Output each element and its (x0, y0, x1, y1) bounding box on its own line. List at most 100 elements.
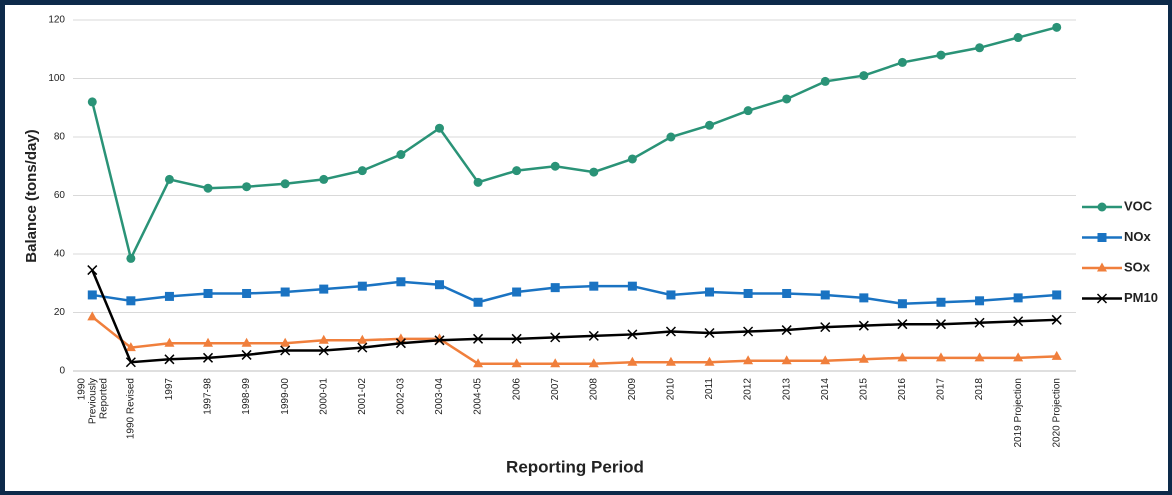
data-point (241, 337, 252, 347)
x-tick-label: 2007 (550, 378, 561, 401)
data-point (975, 296, 985, 306)
data-point (743, 326, 754, 337)
data-point (666, 132, 676, 142)
data-point (859, 293, 869, 303)
data-point (473, 358, 484, 368)
legend-marker (1097, 262, 1107, 272)
x-tick-label: 2008 (588, 378, 599, 401)
data-point (87, 311, 98, 321)
data-point (1013, 316, 1024, 327)
data-point (473, 297, 483, 307)
data-point (87, 290, 97, 300)
x-tick-label: 2012 (743, 378, 754, 401)
data-point (627, 356, 638, 366)
x-tick-label: 1990 Revised (126, 378, 137, 439)
data-point (782, 94, 792, 104)
data-point (164, 337, 175, 347)
y-tick-label: 40 (54, 249, 66, 260)
x-tick-label: 1998-99 (241, 378, 252, 415)
data-point (550, 283, 560, 293)
data-point (280, 287, 290, 297)
data-point (164, 291, 174, 301)
data-point (1051, 314, 1062, 325)
data-point (396, 150, 406, 160)
data-point (1013, 352, 1024, 362)
x-tick-label: 2015 (858, 378, 869, 401)
data-point (666, 290, 676, 300)
data-point (781, 325, 792, 336)
y-tick-label: 0 (59, 366, 65, 377)
data-point (704, 327, 715, 339)
data-point (434, 123, 444, 133)
data-point (357, 166, 367, 176)
data-point (125, 342, 136, 352)
data-point (897, 352, 908, 362)
series-line (92, 280, 1057, 305)
x-tick-label: 1997 (164, 378, 175, 401)
data-point (705, 287, 715, 297)
data-point (704, 356, 715, 366)
data-point (897, 57, 907, 67)
data-point (242, 182, 252, 192)
data-point (1051, 350, 1062, 360)
y-tick-label: 100 (48, 73, 65, 84)
data-point (126, 296, 136, 306)
data-point (935, 352, 946, 362)
data-point (473, 333, 484, 344)
data-point (203, 288, 213, 298)
data-point (87, 265, 98, 276)
data-point (126, 253, 136, 263)
legend-marker (1096, 293, 1108, 304)
x-axis-title: Reporting Period (506, 457, 644, 476)
data-point (743, 288, 753, 298)
data-point (511, 358, 522, 368)
data-point (665, 326, 676, 337)
x-tick-label: 2004-05 (473, 378, 484, 415)
legend-label: SOx (1124, 259, 1151, 274)
data-point (473, 177, 483, 187)
data-point (87, 97, 97, 107)
legend-label: PM10 (1124, 290, 1158, 305)
data-point (781, 355, 792, 365)
data-point (357, 334, 368, 344)
data-point (318, 345, 329, 356)
data-point (434, 280, 444, 290)
legend-marker (1097, 233, 1107, 242)
data-point (280, 337, 291, 347)
data-point (627, 154, 637, 164)
data-point (974, 352, 985, 362)
data-point (935, 319, 947, 330)
legend-label: NOx (1124, 229, 1152, 244)
x-tick-label: 2017 (936, 378, 947, 401)
data-point (357, 281, 367, 291)
data-point (1052, 22, 1062, 32)
y-tick-label: 60 (54, 190, 66, 201)
data-point (665, 356, 676, 366)
x-tick-label: 2001-02 (357, 378, 368, 415)
data-point (395, 338, 406, 349)
data-point (357, 342, 368, 353)
legend-label: VOC (1124, 198, 1153, 213)
data-point (782, 288, 792, 298)
data-point (859, 71, 869, 81)
data-point (241, 349, 252, 360)
y-axis-title: Balance (tons/day) (23, 129, 40, 262)
x-tick-label: 2000-01 (318, 378, 329, 415)
x-tick-label: 2020 Projection (1051, 378, 1062, 448)
x-tick-label: 2002-03 (396, 378, 407, 415)
series-line (91, 269, 1057, 364)
data-point (743, 106, 753, 116)
x-tick-label: 2016 (897, 378, 908, 401)
y-tick-label: 20 (54, 307, 66, 318)
data-point (858, 353, 869, 363)
data-point (202, 352, 214, 363)
x-tick-label: 2014 (820, 378, 831, 401)
series-line (91, 315, 1057, 365)
data-point (280, 179, 290, 189)
chart-background (5, 5, 1168, 491)
data-point (164, 354, 175, 365)
x-tick-label: 2018 (974, 378, 985, 401)
data-point (434, 335, 445, 346)
